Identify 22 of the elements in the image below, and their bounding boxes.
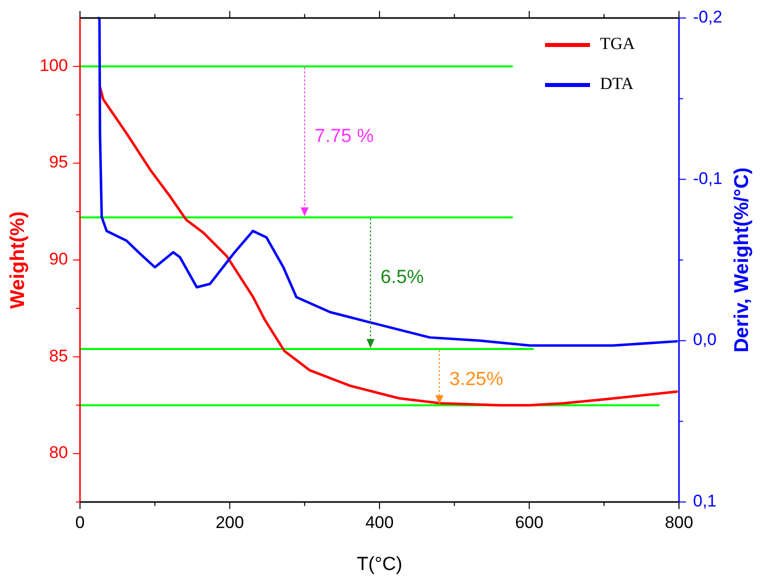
legend-label: TGA — [600, 34, 636, 53]
x-tick-label: 0 — [75, 513, 85, 532]
x-tick-label: 800 — [664, 513, 694, 532]
annotation: 3.25% — [449, 369, 504, 390]
y-axis-title: Weight(%) — [7, 211, 29, 309]
y2-tick-label: -0,2 — [693, 7, 722, 26]
x-tick-label: 200 — [216, 513, 244, 532]
y-tick-label: 85 — [49, 346, 68, 366]
annotation: 7.75 % — [314, 126, 374, 147]
y-tick-label: 80 — [49, 443, 68, 462]
x-axis-title: T(°C) — [356, 554, 402, 575]
x-tick-label: 400 — [365, 513, 394, 532]
annotation: 6.5% — [380, 267, 424, 288]
x-tick-label: 600 — [515, 513, 544, 532]
y-tick-label: 100 — [40, 56, 68, 75]
y2-axis-title: Deriv, Weight(%/°C) — [731, 167, 753, 353]
y-tick-label: 95 — [49, 152, 68, 172]
legend-label: DTA — [600, 74, 634, 93]
y2-tick-label: 0,0 — [693, 330, 717, 350]
y2-tick-label: -0,1 — [693, 168, 722, 188]
y-tick-label: 90 — [49, 249, 68, 268]
y2-tick-label: 0,1 — [693, 491, 717, 510]
